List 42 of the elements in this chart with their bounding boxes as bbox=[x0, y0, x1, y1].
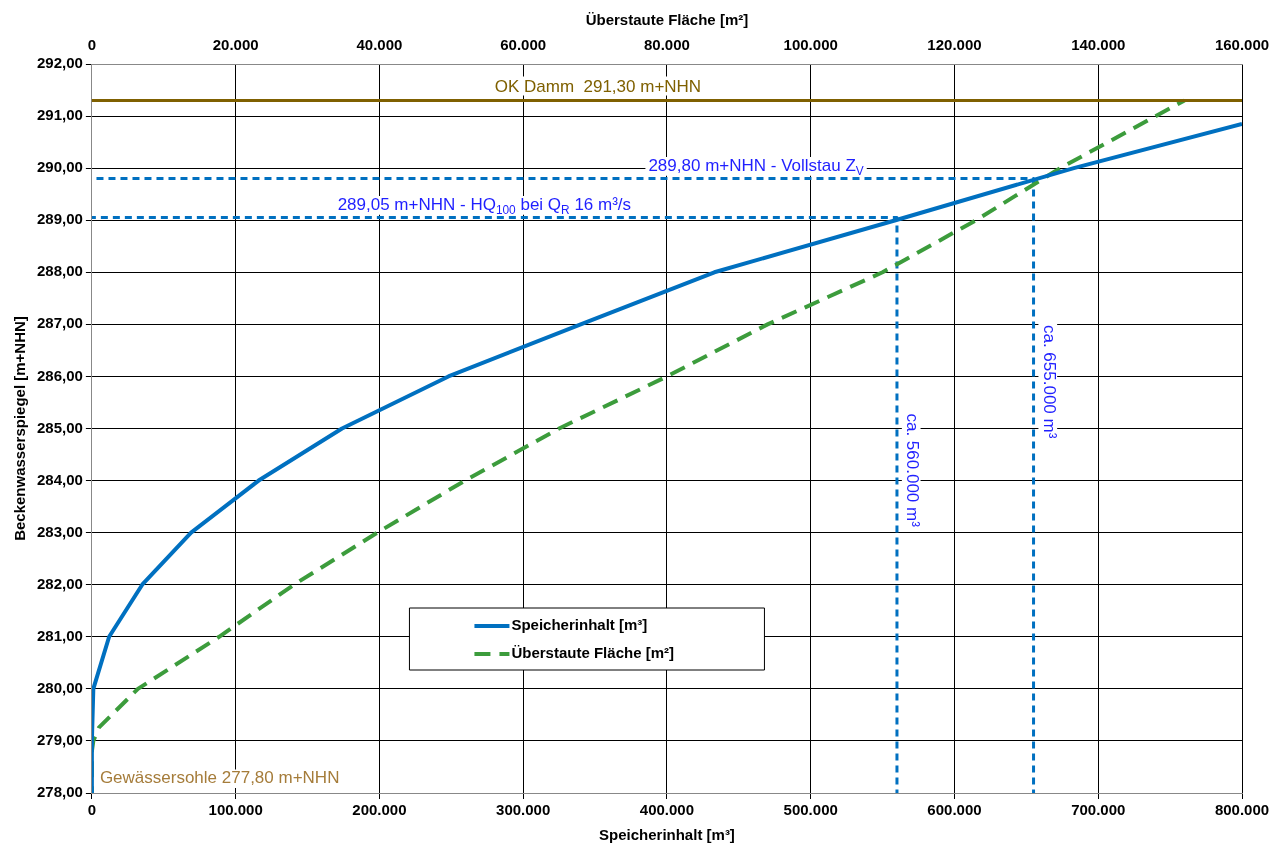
y-tick-label: 289,00 bbox=[36, 210, 83, 228]
x-tick-label: 600.000 bbox=[927, 801, 982, 819]
x-tick-label: 800.000 bbox=[1214, 801, 1270, 819]
y-tick-label: 288,00 bbox=[36, 262, 83, 280]
x-tick-label: 0 bbox=[87, 801, 97, 819]
y-tick-label: 278,00 bbox=[36, 783, 83, 801]
legend-label: Überstaute Fläche [m²] bbox=[511, 644, 674, 662]
x-tick-label: 200.000 bbox=[352, 801, 407, 819]
y-tick-label: 282,00 bbox=[36, 574, 83, 592]
y-tick-label: 290,00 bbox=[36, 158, 83, 176]
y-tick-label: 281,00 bbox=[36, 626, 83, 644]
x2-tick-label: 20.000 bbox=[212, 36, 259, 54]
y-tick-label: 285,00 bbox=[36, 418, 83, 436]
x2-tick-label: 140.000 bbox=[1071, 36, 1126, 54]
x2-tick-label: 0 bbox=[87, 36, 97, 54]
y-tick-label: 284,00 bbox=[36, 470, 83, 488]
ref-line-label: OK Damm 291,30 m+NHN bbox=[494, 77, 702, 97]
y-tick-label: 283,00 bbox=[36, 522, 83, 540]
y-tick-label: 291,00 bbox=[36, 106, 83, 124]
legend-label: Speicherinhalt [m³] bbox=[511, 616, 648, 634]
y-axis-title: Beckenwasserspiegel [m+NHN] bbox=[11, 316, 29, 541]
annotation: ca. 655.000 m³ bbox=[1039, 324, 1059, 439]
x-tick-label: 400.000 bbox=[639, 801, 695, 819]
y-tick-label: 292,00 bbox=[36, 54, 83, 72]
annotation: ca. 560.000 m³ bbox=[902, 413, 922, 528]
x2-tick-label: 40.000 bbox=[356, 36, 403, 54]
x2-tick-label: 60.000 bbox=[500, 36, 547, 54]
x-axis-title: Speicherinhalt [m³] bbox=[599, 826, 735, 844]
x-tick-label: 700.000 bbox=[1071, 801, 1126, 819]
x2-tick-label: 160.000 bbox=[1214, 36, 1270, 54]
x2-axis-title: Überstaute Fläche [m²] bbox=[585, 11, 749, 29]
y-tick-label: 286,00 bbox=[36, 366, 83, 384]
x-tick-label: 500.000 bbox=[783, 801, 838, 819]
x2-tick-label: 100.000 bbox=[783, 36, 838, 54]
y-tick-label: 287,00 bbox=[36, 314, 83, 332]
annotation: Gewässersohle 277,80 m+NHN bbox=[99, 768, 340, 787]
y-tick-label: 279,00 bbox=[36, 731, 83, 749]
y-tick-label: 280,00 bbox=[36, 679, 83, 696]
x2-tick-label: 80.000 bbox=[643, 36, 690, 54]
x-tick-label: 300.000 bbox=[496, 801, 551, 819]
x-tick-label: 100.000 bbox=[208, 801, 263, 819]
x2-tick-label: 120.000 bbox=[927, 36, 982, 54]
